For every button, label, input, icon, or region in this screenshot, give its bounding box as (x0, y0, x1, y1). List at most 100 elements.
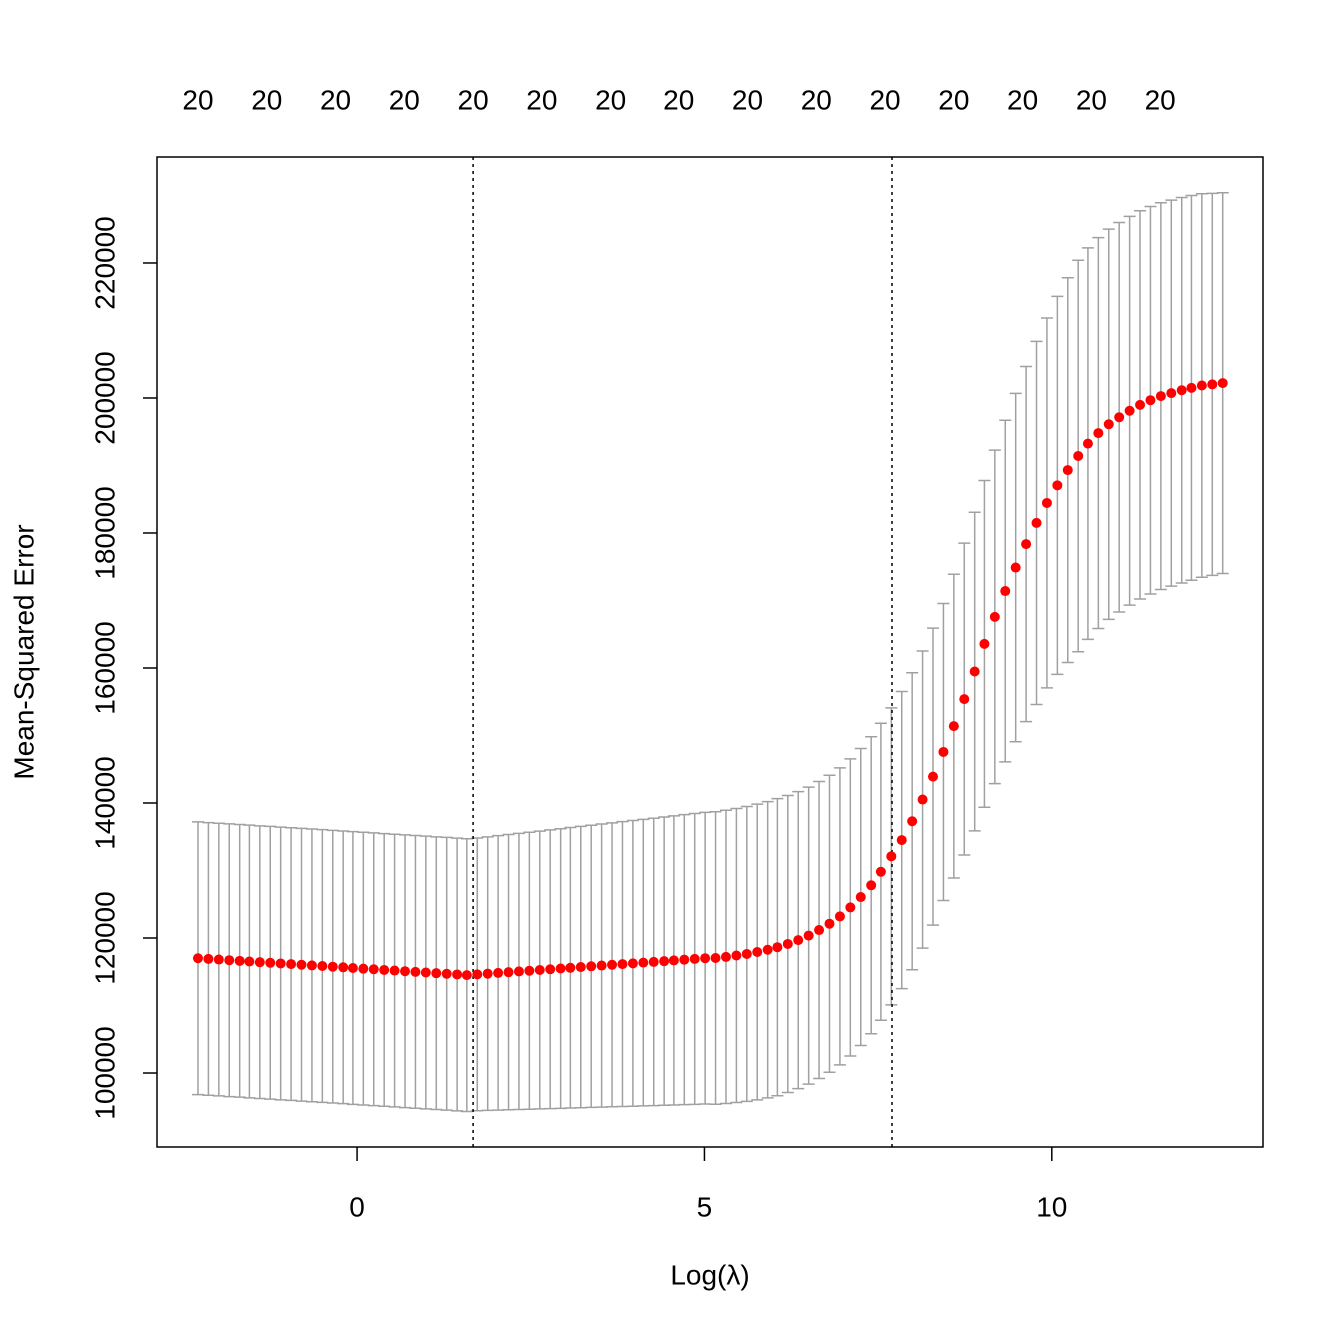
point (420, 967, 431, 978)
point (1103, 419, 1114, 430)
point (296, 959, 307, 970)
point (389, 965, 400, 976)
point (896, 835, 907, 846)
point (1176, 385, 1187, 396)
top-tick-label: 20 (320, 84, 351, 115)
point (1082, 438, 1093, 449)
point (254, 957, 265, 968)
top-tick-label: 20 (663, 84, 694, 115)
top-tick-label: 20 (595, 84, 626, 115)
x-axis-label: Log(λ) (670, 1259, 749, 1290)
point (1186, 382, 1197, 393)
point (1145, 395, 1156, 406)
point (1124, 405, 1135, 416)
top-tick-label: 20 (389, 84, 420, 115)
point (317, 961, 328, 972)
point (472, 969, 483, 980)
point (617, 959, 628, 970)
point (607, 959, 618, 970)
point (244, 956, 255, 967)
point (441, 968, 452, 979)
point (555, 963, 566, 974)
point (659, 956, 670, 967)
point (1010, 562, 1021, 573)
point (720, 951, 731, 962)
point (493, 967, 504, 978)
point (886, 851, 897, 862)
point (452, 969, 463, 980)
point (213, 954, 224, 965)
point (989, 611, 1000, 622)
point (845, 902, 856, 913)
top-tick-label: 20 (458, 84, 489, 115)
x-tick-label: 5 (697, 1191, 713, 1222)
point (979, 638, 990, 649)
point (1073, 450, 1084, 461)
top-tick-label: 20 (938, 84, 969, 115)
point (875, 866, 886, 877)
point (1166, 388, 1177, 399)
point (700, 953, 711, 964)
y-tick-label: 120000 (89, 891, 120, 984)
top-tick-label: 20 (1007, 84, 1038, 115)
point (234, 955, 245, 966)
point (1062, 465, 1073, 476)
point (513, 966, 524, 977)
point (410, 966, 421, 977)
point (192, 953, 203, 964)
point (938, 746, 949, 757)
point (907, 816, 918, 827)
top-tick-label: 20 (1076, 84, 1107, 115)
point (824, 918, 835, 929)
point (545, 964, 556, 975)
point (575, 962, 586, 973)
point (275, 958, 286, 969)
top-tick-label: 20 (869, 84, 900, 115)
y-tick-label: 180000 (89, 486, 120, 579)
point (731, 950, 742, 961)
point (917, 794, 928, 805)
point (306, 960, 317, 971)
y-tick-label: 220000 (89, 216, 120, 309)
plot-frame (156, 156, 1264, 1148)
point (1114, 412, 1125, 423)
point (762, 944, 773, 955)
point (1021, 539, 1032, 550)
point (379, 964, 390, 975)
point (627, 958, 638, 969)
top-tick-label: 20 (801, 84, 832, 115)
point (855, 892, 866, 903)
point (928, 771, 939, 782)
point (503, 967, 514, 978)
point (1155, 391, 1166, 402)
point (596, 960, 607, 971)
point (793, 935, 804, 946)
y-tick-label: 140000 (89, 756, 120, 849)
point (752, 946, 763, 957)
point (1217, 378, 1228, 389)
point (710, 952, 721, 963)
point (679, 954, 690, 965)
point (400, 966, 411, 977)
point (959, 694, 970, 705)
x-tick-label: 10 (1036, 1191, 1067, 1222)
point (948, 721, 959, 732)
point (834, 911, 845, 922)
point (461, 970, 472, 981)
point (803, 930, 814, 941)
point (969, 666, 980, 677)
point (327, 961, 338, 972)
point (203, 953, 214, 964)
top-tick-label: 20 (1145, 84, 1176, 115)
point (638, 957, 649, 968)
point (482, 968, 493, 979)
point (1000, 586, 1011, 597)
point (668, 955, 679, 966)
point (347, 962, 358, 973)
point (338, 962, 349, 973)
point (265, 957, 276, 968)
point (534, 965, 545, 976)
point (565, 962, 576, 973)
point (524, 965, 535, 976)
